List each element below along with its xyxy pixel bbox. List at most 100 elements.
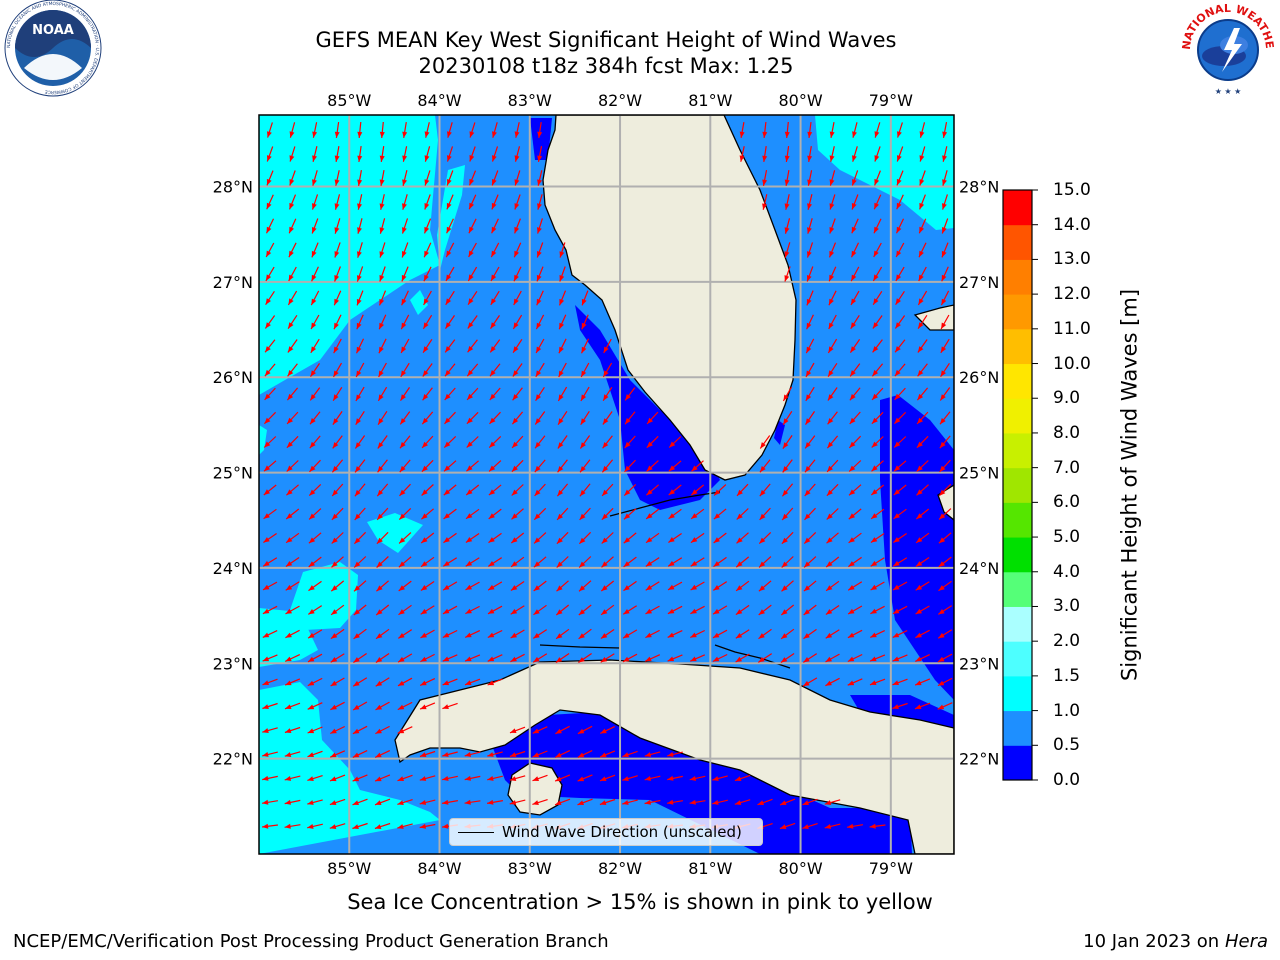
wind-wave-arrow [691, 460, 704, 472]
wind-wave-arrow [285, 508, 300, 520]
wind-wave-arrow [826, 508, 839, 520]
wind-wave-arrow [533, 507, 547, 521]
wind-wave-arrow [288, 266, 297, 282]
colorbar-tick-label: 0.0 [1053, 770, 1081, 790]
wind-wave-arrow [357, 121, 363, 139]
lat-tick-label-left: 26°N [213, 368, 253, 387]
colorbar-segment [1003, 606, 1032, 642]
wind-wave-arrow [375, 701, 390, 711]
wind-wave-arrow [828, 290, 837, 306]
wind-wave-arrow [511, 508, 524, 520]
wind-wave-arrow [802, 653, 818, 663]
wind-wave-arrow [330, 725, 345, 735]
wind-wave-arrow [334, 194, 341, 210]
wind-wave-arrow [307, 799, 323, 805]
wind-wave-arrow [265, 218, 275, 234]
wind-wave-arrow [263, 411, 277, 425]
wind-wave-arrow [601, 459, 614, 473]
wind-wave-arrow [514, 146, 521, 162]
wind-wave-arrow [510, 605, 525, 615]
wind-wave-arrow [713, 532, 727, 544]
wind-wave-arrow [601, 507, 614, 521]
lon-tick-label-top: 85°W [327, 91, 371, 110]
wind-wave-arrow [512, 338, 523, 354]
wind-wave-arrow [690, 557, 705, 567]
wind-wave-arrow [375, 628, 390, 640]
wind-wave-arrow [712, 653, 728, 663]
wind-wave-arrow [870, 581, 885, 591]
wind-wave-arrow [623, 532, 637, 544]
wind-wave-arrow [558, 362, 567, 378]
wind-wave-arrow [491, 218, 499, 234]
wind-wave-arrow [758, 628, 772, 640]
wind-wave-arrow [577, 798, 593, 806]
wind-wave-arrow [444, 387, 456, 401]
wind-wave-arrow [443, 484, 457, 496]
wind-wave-arrow [622, 653, 638, 663]
wind-wave-arrow [262, 823, 278, 829]
wind-wave-arrow [602, 435, 613, 449]
wind-wave-arrow [600, 580, 615, 592]
wind-wave-arrow [379, 194, 385, 210]
wind-wave-arrow [896, 170, 904, 186]
wind-wave-arrow [331, 507, 344, 521]
wind-wave-arrow [263, 508, 277, 520]
wind-wave-arrow [379, 218, 386, 234]
wind-wave-arrow [534, 411, 546, 425]
wind-wave-arrow [464, 654, 481, 662]
isla-de-la-juventud [507, 762, 563, 816]
wind-wave-arrow [848, 484, 862, 496]
wind-wave-arrow [600, 653, 615, 663]
lon-tick-label-top: 84°W [417, 91, 461, 110]
wind-wave-arrow [377, 459, 388, 473]
wind-wave-arrow [712, 799, 728, 805]
wind-wave-arrow [443, 460, 457, 472]
wind-wave-arrow [537, 122, 543, 138]
wind-wave-arrow [919, 170, 926, 186]
wind-wave-arrow [848, 435, 862, 449]
wind-wave-arrow [466, 411, 479, 425]
wind-wave-arrow [352, 774, 368, 782]
wind-wave-arrow [779, 822, 796, 830]
wind-wave-arrow [825, 653, 840, 663]
wind-wave-arrow [422, 338, 433, 354]
wind-wave-arrow [825, 605, 840, 615]
colorbar-frame [1002, 189, 1033, 781]
wind-wave-arrow [759, 435, 771, 449]
lon-tick-label-bottom: 83°W [508, 859, 552, 878]
wind-wave-arrow [804, 483, 816, 497]
wind-wave-arrow [580, 362, 590, 378]
wind-wave-arrow [331, 459, 344, 473]
wind-wave-arrow [468, 218, 477, 234]
wind-wave-arrow [872, 290, 883, 306]
wind-wave-arrow [330, 701, 345, 711]
lon-tick-label-bottom: 85°W [327, 859, 371, 878]
wind-wave-arrow [285, 581, 300, 591]
wind-wave-arrow [532, 774, 548, 782]
colorbar-tick-label: 13.0 [1053, 249, 1091, 270]
wind-wave-arrow [442, 557, 458, 567]
wind-wave-arrow [442, 678, 458, 686]
wind-wave-arrow [602, 362, 613, 378]
wind-wave-arrow [893, 533, 907, 543]
wind-wave-arrow [467, 290, 478, 306]
colorbar-segment [1003, 467, 1032, 503]
wind-wave-arrow [556, 507, 569, 521]
wind-wave-arrow [580, 386, 590, 402]
map-gridlines [259, 115, 954, 854]
wind-wave-arrow [332, 411, 343, 425]
wind-wave-arrow [262, 654, 278, 662]
colorbar-tick-label: 0.5 [1053, 735, 1081, 756]
wind-wave-arrow [917, 290, 928, 306]
wind-wave-arrow [601, 483, 614, 497]
wind-wave-arrow [308, 532, 322, 544]
wind-wave-arrow [644, 799, 661, 805]
wind-wave-arrow [557, 410, 568, 426]
wind-wave-arrow [263, 533, 277, 543]
wind-wave-arrow [759, 483, 771, 497]
wind-wave-arrow [536, 290, 544, 306]
wind-wave-arrow [689, 654, 706, 662]
wind-wave-arrow [828, 314, 837, 330]
wind-wave-arrow [310, 363, 320, 377]
footer-credit: NCEP/EMC/Verification Post Processing Pr… [13, 931, 609, 952]
